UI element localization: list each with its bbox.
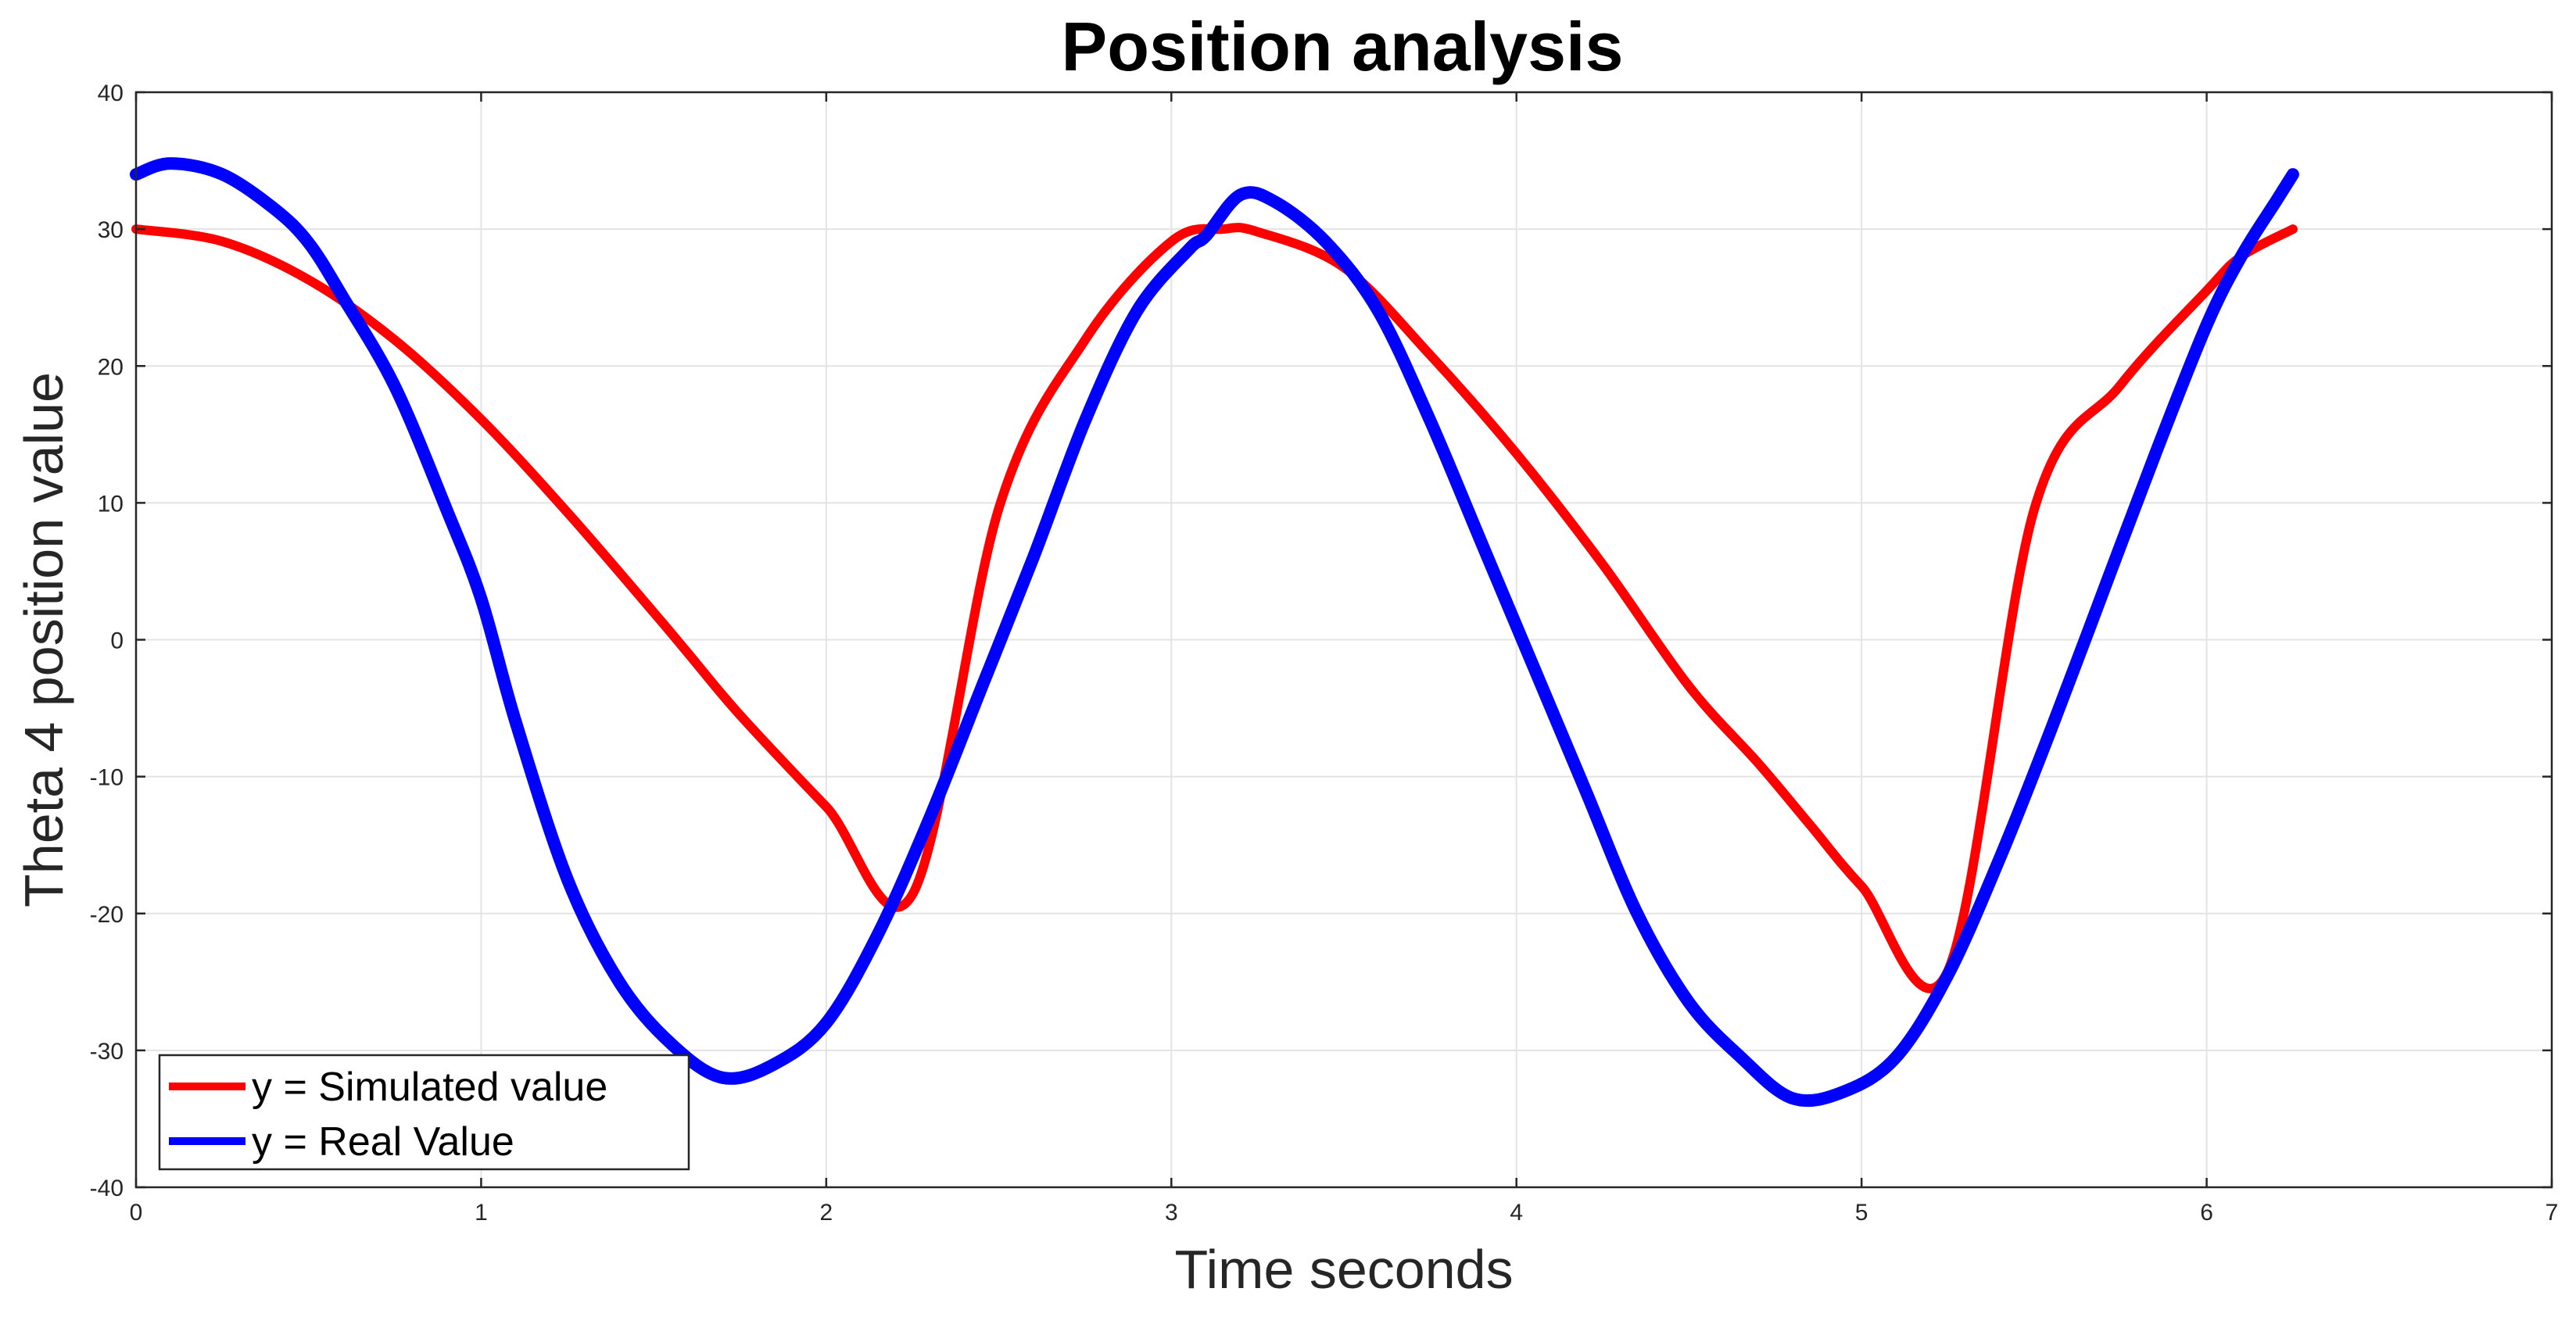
y-tick-label: -30: [90, 1039, 124, 1065]
x-tick-label: 6: [2200, 1200, 2213, 1226]
y-tick-label: 40: [98, 81, 124, 106]
y-tick-label: 0: [110, 628, 124, 654]
x-tick-label: 3: [1165, 1200, 1178, 1226]
ticks: 0 1 2 3 4 5 6 7 -40 -30 -20 -10 0 10 20 30 40: [90, 81, 2559, 1226]
series-group: [130, 157, 2299, 1108]
y-tick-label: -10: [90, 765, 124, 791]
y-tick-label: 20: [98, 354, 124, 380]
x-tick-label: 2: [820, 1200, 833, 1226]
y-tick-label: 10: [98, 491, 124, 517]
y-tick-label: -40: [90, 1176, 124, 1201]
legend-label-real: y = Real Value: [252, 1119, 514, 1165]
x-tick-label: 7: [2546, 1200, 2559, 1226]
y-axis-label: Theta 4 position value: [13, 372, 74, 907]
legend-label-simulated: y = Simulated value: [252, 1065, 607, 1110]
legend: y = Simulated value y = Real Value: [158, 1054, 690, 1171]
y-tick-label: -20: [90, 902, 124, 928]
x-tick-label: 0: [130, 1200, 143, 1226]
chart-title: Position analysis: [1062, 8, 1624, 85]
x-tick-label: 1: [475, 1200, 488, 1226]
series-line-1: [130, 157, 2299, 1108]
series-line-0: [131, 223, 2298, 993]
legend-box: [158, 1054, 690, 1171]
x-tick-label: 5: [1855, 1200, 1868, 1226]
x-axis-label: Time seconds: [1174, 1239, 1513, 1300]
x-tick-label: 4: [1510, 1200, 1523, 1226]
y-tick-label: 30: [98, 217, 124, 243]
